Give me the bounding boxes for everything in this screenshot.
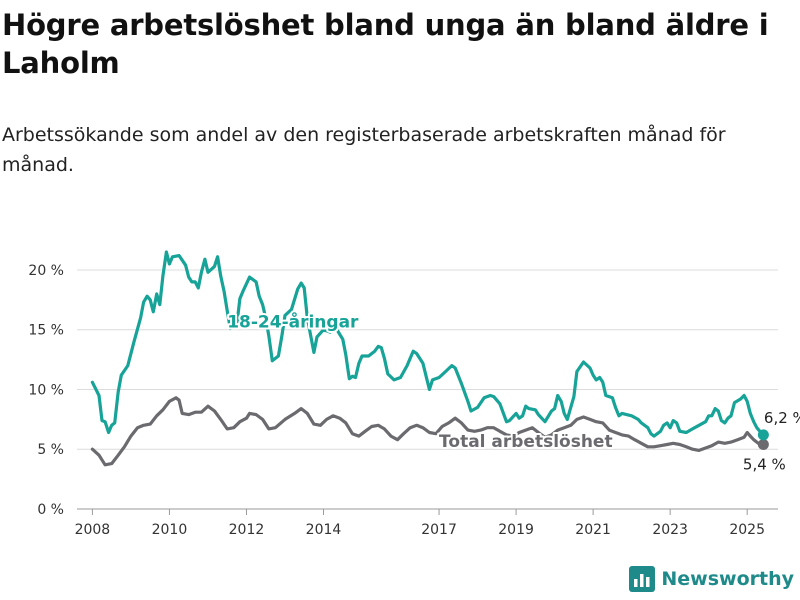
series-line-18-24 (90, 250, 765, 438)
y-tick-label: 10 % (28, 382, 64, 398)
labels: 18-24-åringar Total arbetslöshet 6,2 % 5… (225, 308, 800, 475)
y-tick-label: 15 % (28, 323, 64, 339)
end-value-label-total: 5,4 % (743, 455, 786, 473)
chart-subtitle: Arbetssökande som andel av den registerb… (2, 124, 726, 176)
newsworthy-logo-icon (629, 566, 656, 592)
newsworthy-brand[interactable]: Newsworthy (629, 566, 794, 592)
x-tick-label: 2012 (229, 522, 265, 538)
y-tick-label: 0 % (37, 502, 64, 518)
end-value-label-18-24: 6,2 % (764, 409, 800, 427)
end-point-total (757, 438, 769, 450)
x-tick-label: 2014 (306, 522, 342, 538)
x-tick-label: 2010 (152, 522, 188, 538)
chart-title: Högre arbetslöshet bland unga än bland ä… (2, 8, 769, 80)
x-tick-label: 2025 (729, 522, 765, 538)
series-label-18-24: 18-24-åringar (227, 310, 359, 332)
x-tick-label: 2017 (421, 522, 457, 538)
gridlines (77, 269, 778, 510)
x-tick-label: 2008 (75, 522, 111, 538)
series-label-total: Total arbetslöshet (439, 432, 613, 452)
series-line-total (90, 396, 765, 467)
axes: 0 % 5 % 10 % 15 % 20 % 2008 2010 2012 2014 2017 20… (28, 263, 765, 538)
brand-name: Newsworthy (661, 568, 794, 590)
end-point-18-24 (757, 429, 769, 441)
series-lines (90, 250, 769, 467)
x-tick-label: 2019 (498, 522, 534, 538)
x-tick-label: 2023 (652, 522, 688, 538)
x-tick-label: 2021 (575, 522, 611, 538)
y-tick-label: 20 % (28, 263, 64, 279)
y-tick-label: 5 % (37, 442, 64, 458)
